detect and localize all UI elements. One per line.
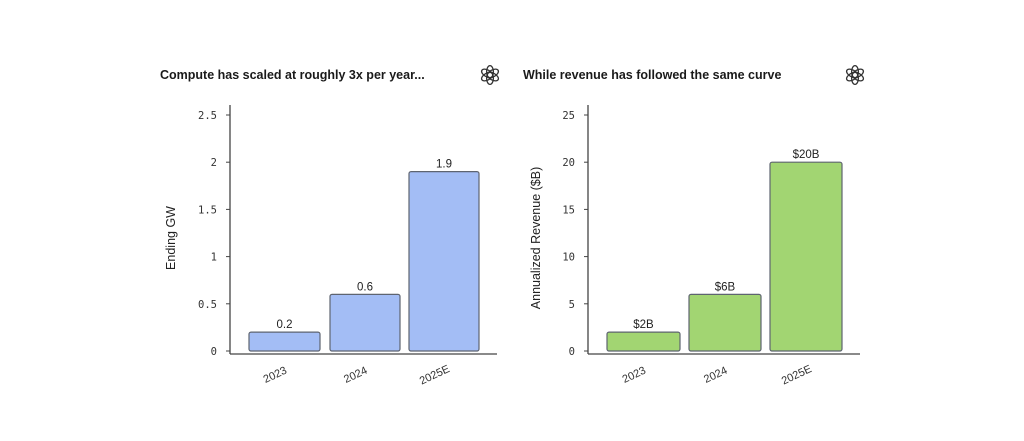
x-tick-label: 2023	[262, 365, 289, 386]
bar-2024	[688, 293, 762, 352]
openai-logo-icon	[845, 64, 865, 86]
bar-2023	[248, 331, 321, 352]
y-tick-label: 10	[562, 252, 575, 264]
x-tick-label: 2024	[342, 365, 369, 386]
x-tick-label: 2025E	[780, 363, 814, 387]
x-tick-label: 2023	[621, 365, 648, 386]
y-tick-label: 15	[562, 204, 575, 216]
y-tick-label: 1.5	[198, 204, 217, 216]
data-label: $6B	[715, 281, 736, 293]
chart-1: While revenue has followed the same curv…	[523, 64, 865, 387]
y-tick-label: 25	[562, 110, 575, 122]
data-label: $20B	[793, 149, 820, 161]
y-tick-label: 0	[569, 346, 575, 358]
data-label: 0.2	[277, 319, 293, 331]
y-tick-label: 0	[211, 346, 217, 358]
y-tick-label: 20	[562, 157, 575, 169]
y-tick-label: 0.5	[198, 299, 217, 311]
chart-0: Compute has scaled at roughly 3x per yea…	[160, 64, 500, 387]
x-tick-label: 2025E	[418, 363, 452, 387]
bar-2023	[606, 331, 681, 352]
chart-title: Compute has scaled at roughly 3x per yea…	[160, 68, 425, 82]
openai-logo-icon	[480, 64, 500, 86]
data-label: $2B	[633, 319, 654, 331]
y-axis-label: Ending GW	[164, 206, 178, 270]
bar-2024	[329, 293, 401, 352]
openai-logo-petal	[480, 68, 494, 79]
chart-title: While revenue has followed the same curv…	[523, 68, 781, 82]
bar-2025E	[769, 161, 843, 352]
bar-2025E	[408, 171, 480, 352]
data-label: 1.9	[436, 159, 452, 171]
y-tick-label: 1	[211, 252, 217, 264]
y-tick-label: 2	[211, 157, 217, 169]
x-tick-label: 2024	[702, 365, 729, 386]
openai-logo-petal	[845, 68, 859, 79]
y-tick-label: 2.5	[198, 110, 217, 122]
y-tick-label: 5	[569, 299, 575, 311]
data-label: 0.6	[357, 281, 373, 293]
y-axis-label: Annualized Revenue ($B)	[529, 167, 543, 309]
